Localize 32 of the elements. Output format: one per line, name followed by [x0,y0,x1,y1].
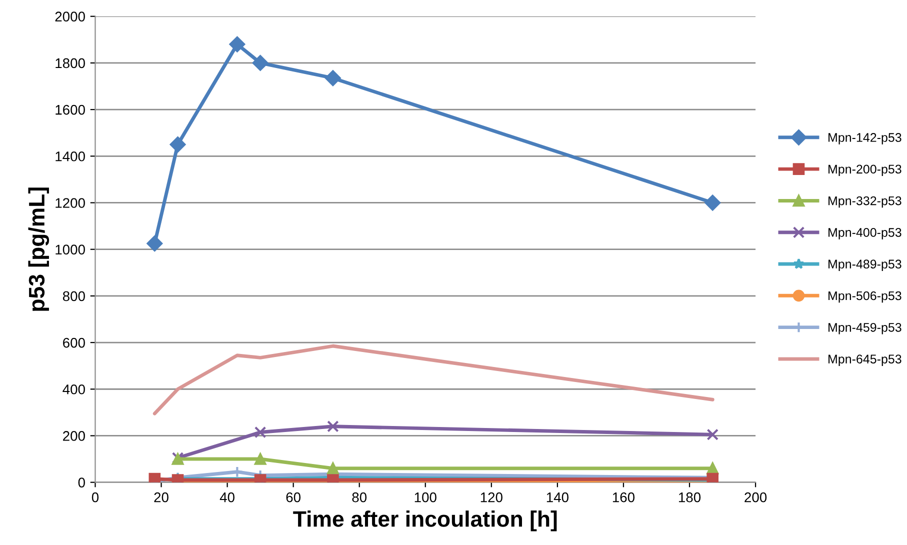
legend-label: Mpn-459-p53 [828,322,902,334]
y-tick-label: 1400 [56,151,85,162]
legend-label: Mpn-506-p53 [828,291,902,303]
y-tick-label: 2000 [55,12,85,22]
y-tick-label: 600 [63,338,85,348]
y-tick-label: 1000 [56,244,85,255]
y-tick-label: 200 [63,431,85,441]
y-tick-label: 1800 [56,58,85,68]
x-axis-title: Time after incoulation [h] [293,510,557,532]
y-tick-label: 1600 [56,104,85,115]
y-tick-label: 800 [62,291,85,302]
y-axis-title: p53 [pg/mL] [28,188,50,311]
legend-label: Mpn-200-p53 [828,164,902,176]
x-tick-label: 180 [678,492,701,502]
x-tick-label: 140 [546,492,568,502]
x-tick-label: 100 [414,492,436,502]
x-tick-label: 0 [92,492,99,502]
legend-label: Mpn-489-p53 [828,260,902,271]
legend-label: Mpn-645-p53 [828,354,902,366]
y-tick-label: 0 [78,478,85,488]
x-tick-label: 60 [286,492,301,502]
x-tick-label: 80 [352,492,367,502]
legend-label: Mpn-142-p53 [828,133,902,144]
y-tick-label: 400 [62,384,85,394]
x-tick-label: 200 [744,492,767,502]
x-tick-label: 40 [220,492,234,502]
legend-label: Mpn-400-p53 [828,228,902,240]
legend-label: Mpn-332-p53 [828,196,902,208]
x-tick-label: 160 [612,492,635,502]
x-tick-label: 120 [480,492,502,502]
x-tick-label: 20 [154,492,168,502]
y-tick-label: 1200 [56,198,85,208]
